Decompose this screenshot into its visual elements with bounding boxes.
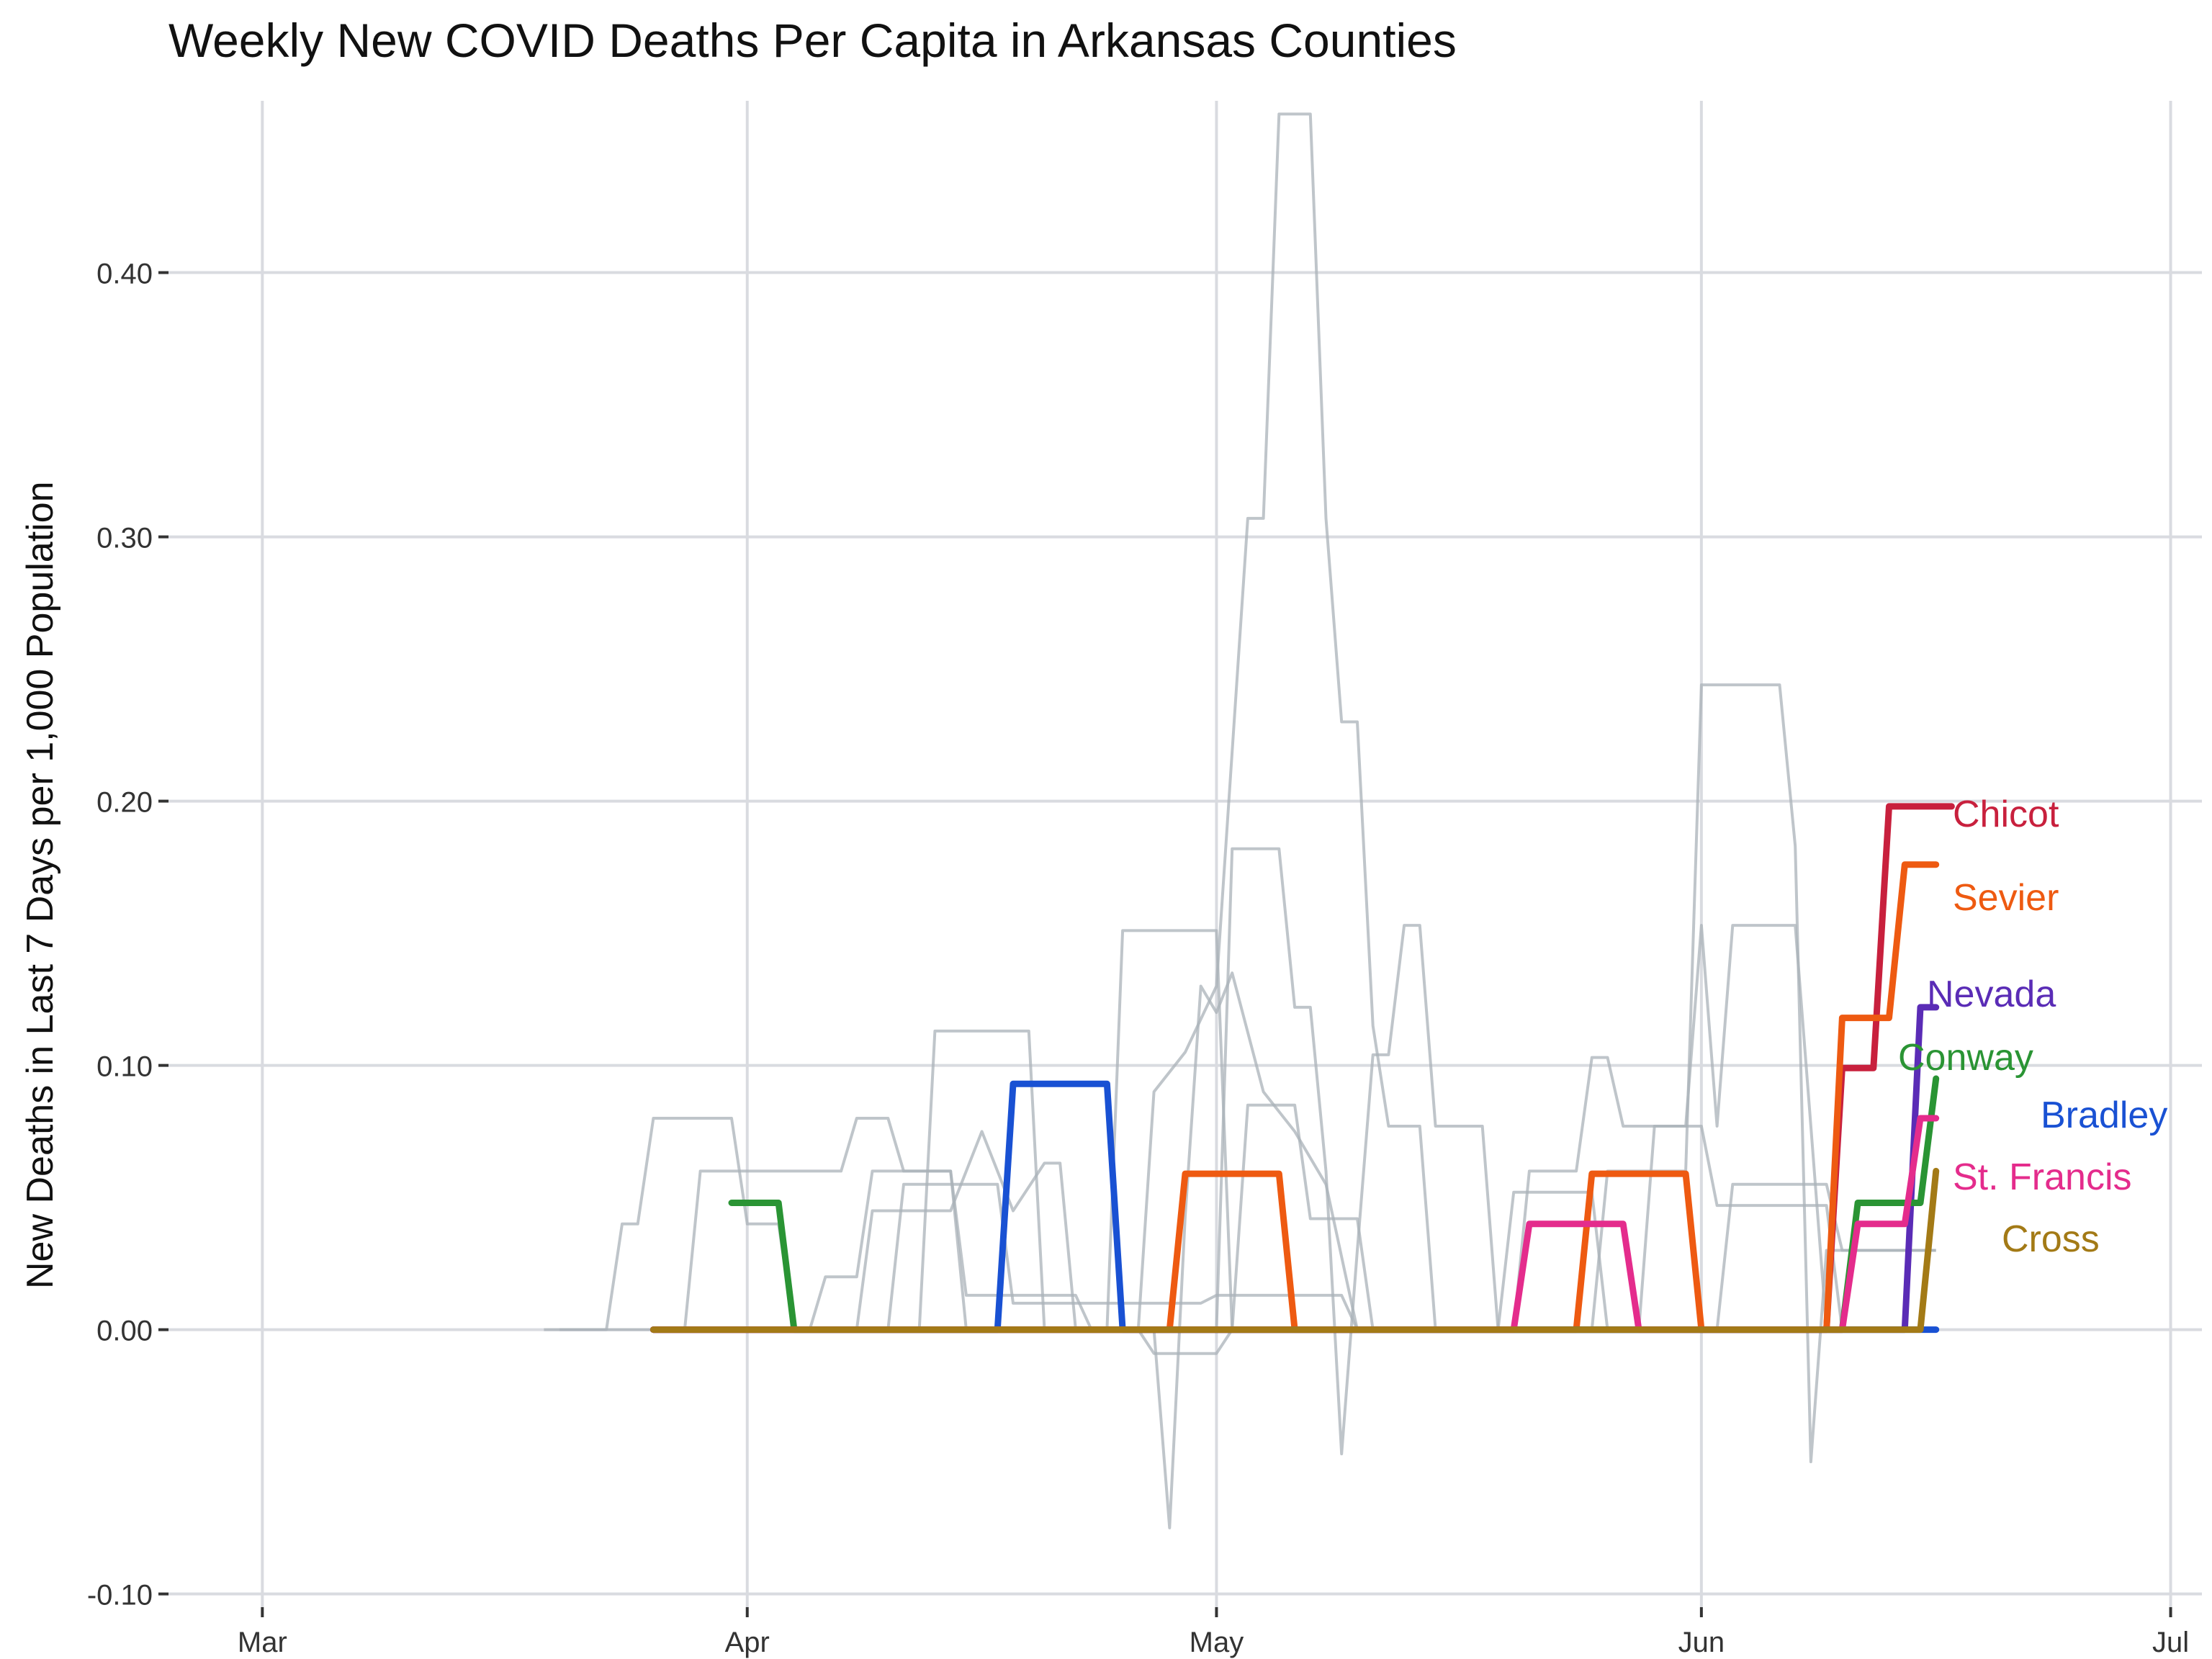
background-county-line	[653, 1169, 1936, 1331]
y-tick-label: 0.10	[96, 1051, 153, 1083]
y-tick-label: 0.40	[96, 258, 153, 290]
x-tick-label: Jul	[2152, 1627, 2189, 1658]
y-tick-label: -0.10	[87, 1580, 153, 1611]
series-line-nevada	[649, 1004, 1940, 1334]
y-tick-label: 0.00	[96, 1316, 153, 1347]
background-county-lines	[544, 112, 1936, 1529]
background-county-line	[653, 971, 1936, 1529]
county-label: Conway	[1898, 1037, 2033, 1079]
y-axis: -0.10 0.00 0.10 0.20 0.30 0.40	[87, 258, 168, 1611]
county-label: Cross	[2002, 1218, 2100, 1260]
chart-title: Weekly New COVID Deaths Per Capita in Ar…	[168, 14, 1457, 67]
series-line-cross	[649, 1167, 1940, 1334]
gridlines	[168, 101, 2202, 1607]
x-tick-label: Apr	[725, 1627, 770, 1658]
county-label: Sevier	[1953, 877, 2059, 919]
background-county-line	[653, 1130, 1936, 1331]
background-county-line	[653, 1182, 1936, 1331]
county-label: Chicot	[1953, 793, 2059, 835]
y-tick-label: 0.30	[96, 523, 153, 554]
y-tick-label: 0.20	[96, 787, 153, 819]
background-county-line	[559, 1117, 1936, 1331]
background-county-line	[653, 1056, 1936, 1331]
background-county-line	[653, 924, 1936, 1331]
highlighted-county-lines	[649, 803, 1955, 1334]
x-tick-label: Jun	[1678, 1627, 1725, 1658]
series-line-sevier	[649, 861, 1940, 1334]
county-label: Nevada	[1927, 974, 2056, 1015]
series-line-chicot	[649, 803, 1955, 1334]
background-county-line	[653, 112, 1936, 1331]
x-axis: Mar Apr May Jun Jul	[238, 1607, 2189, 1658]
county-label: Bradley	[2041, 1094, 2167, 1136]
county-label: St. Francis	[1953, 1156, 2132, 1198]
background-county-line	[653, 1103, 1936, 1355]
background-county-line	[653, 847, 1936, 1456]
x-tick-label: Mar	[238, 1627, 287, 1658]
x-tick-label: May	[1190, 1627, 1244, 1658]
